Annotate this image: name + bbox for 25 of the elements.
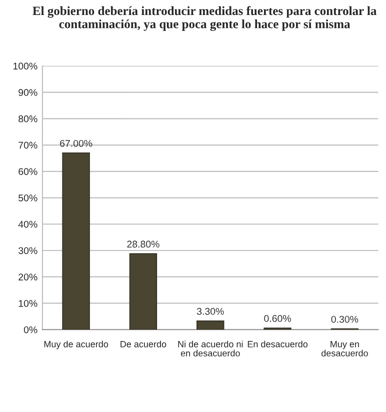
x-tick-label: De acuerdo: [120, 340, 166, 348]
bar: [129, 253, 158, 330]
bar: [62, 152, 90, 330]
y-tick-label: 50%: [18, 194, 38, 202]
y-tick-label: 70%: [18, 142, 38, 149]
y-tick-label: 80%: [18, 115, 38, 122]
y-tick-label: 0%: [24, 326, 38, 334]
data-label: 0.30%: [331, 316, 358, 323]
data-label: 0.60%: [264, 315, 291, 322]
chart-title: El gobierno debería introducir medidas fuertes para controlar la contaminación, ya que poca gente lo hace por sí misma: [32, 6, 377, 31]
data-label: 67.00%: [60, 140, 92, 147]
y-tick-label: 60%: [18, 168, 38, 176]
bar: [196, 320, 224, 330]
y-tick-label: 20%: [18, 274, 38, 280]
data-label: 3.30%: [196, 308, 224, 315]
x-tick-label: En desacuerdo: [248, 340, 308, 348]
x-tick-label: Muy de acuerdo: [44, 340, 108, 350]
x-tick-label: Muy en desacuerdo: [321, 341, 368, 356]
x-tick-label: Ni de acuerdo ni en desacuerdo: [178, 340, 243, 356]
y-tick-label: 10%: [18, 300, 38, 307]
y-tick-label: 100%: [13, 62, 38, 70]
y-tick-label: 30%: [18, 247, 38, 254]
data-label: 28.80%: [127, 240, 160, 248]
y-tick-label: 40%: [18, 220, 38, 228]
y-tick-label: 90%: [18, 89, 38, 96]
